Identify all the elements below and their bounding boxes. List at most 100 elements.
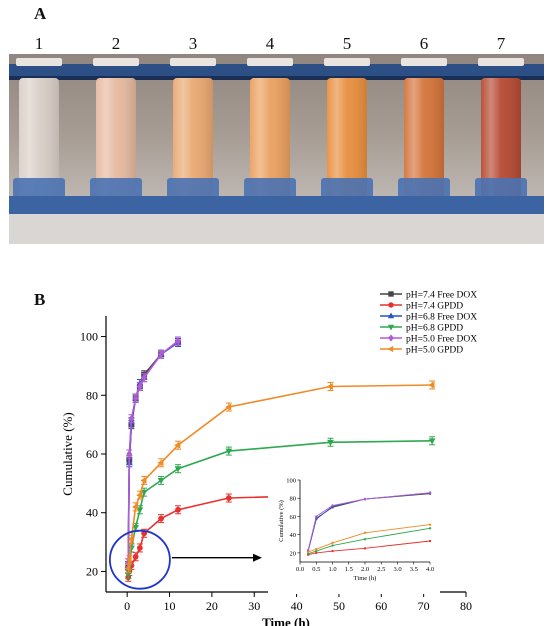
vial [321,58,373,198]
inset-data-point [363,538,367,541]
legend-label: pH=5.0 Free DOX [406,335,477,345]
inset-data-point [306,550,310,554]
vial-glass [327,78,367,198]
zoom-highlight-circle [108,529,171,590]
legend-label: pH=7.4 GPDD [406,302,463,312]
series [124,380,436,574]
vial-cap [170,58,216,66]
inset-data-point [363,497,367,501]
inset-background [268,472,440,594]
data-point [428,381,435,389]
inset-x-tick-label: 1.5 [345,566,353,573]
legend-item: pH=5.0 Free DOX [380,334,477,345]
vial-cap [478,58,524,66]
data-point [225,403,232,411]
data-point [136,507,144,514]
inset-data-point [363,531,367,535]
inset-x-tick-label: 0.0 [296,566,304,573]
vial-glass [250,78,290,198]
y-axis-label: Cumulative (%) [60,412,75,495]
x-tick-label: 20 [206,599,218,613]
inset-x-tick-label: 1.0 [328,566,336,573]
inset-data-point [428,491,432,494]
data-point [225,448,233,455]
inset-x-tick-label: 3.0 [393,566,401,573]
inset-data-point [331,544,334,547]
inset-data-point [306,548,310,552]
x-tick-label: 80 [460,599,472,613]
data-point [126,450,133,458]
panel-label-a: A [34,4,47,23]
y-tick-label: 40 [86,506,98,520]
data-point [141,373,148,382]
inset-data-point [315,515,318,518]
data-point [124,565,131,572]
zoom-arrow-head [253,553,262,562]
inset-x-tick-label: 0.5 [312,566,320,573]
x-tick-label: 50 [333,599,345,613]
vial-glass [481,78,521,198]
vial [13,58,65,198]
data-point [132,525,140,532]
inset-x-axis-label: Time (h) [354,575,377,582]
vial-cap [324,58,370,66]
rack-base [9,214,544,244]
vial-number: 3 [189,34,198,53]
inset-data-point [428,523,432,526]
data-point [136,545,143,551]
rack-hole [321,178,373,198]
vial-cap [93,58,139,66]
data-point [136,382,143,391]
data-point [428,438,436,445]
data-point [125,556,132,564]
x-tick-label: 40 [291,599,303,613]
x-tick-label: 30 [248,599,260,613]
photo-top-band [9,28,544,54]
rack-hole [13,178,65,198]
inset-data-point [331,549,334,553]
x-tick-label: 0 [124,599,130,613]
inset-x-tick-label: 4.0 [426,566,434,573]
inset-data-point [306,552,310,555]
vial [398,58,450,198]
inset-y-axis-label: Cumulative (%) [278,500,285,542]
data-point [225,495,232,501]
vial [90,58,142,198]
inset-x-tick-label: 2.0 [361,566,369,573]
inset-data-point [363,547,367,550]
inset-y-tick-label: 40 [290,532,297,539]
data-point [132,553,139,560]
data-point [136,491,143,499]
inset-series [306,527,432,555]
data-point [131,503,139,511]
vial-number: 5 [343,34,352,53]
legend-label: pH=7.4 Free DOX [406,291,477,301]
panel-label-b: B [34,290,46,309]
data-point [158,350,165,359]
rack-hole [244,178,296,198]
rack-hole [398,178,450,198]
inset-y-tick-label: 100 [286,478,296,485]
y-tick-label: 20 [86,564,98,578]
rack-hole [90,178,142,198]
data-point [327,439,334,446]
vial [475,58,527,198]
vial-glass [173,78,213,198]
legend-label: pH=6.8 GPDD [406,324,463,334]
inset-data-point [428,527,432,530]
inset-data-point [331,504,334,507]
inset-series [306,523,432,554]
vial-glass [96,78,136,198]
vial [167,58,219,198]
data-point [326,383,333,390]
y-tick-label: 100 [80,330,98,344]
rack-hole [475,178,527,198]
data-point [128,414,135,423]
legend-label: pH=5.0 GPDD [406,346,463,356]
vial-glass [404,78,444,198]
x-axis-label: Time (h) [262,615,310,626]
legend-marker [388,302,394,308]
data-point [175,506,181,513]
rack-top-rail [9,64,544,78]
legend-item: pH=7.4 Free DOX [380,291,477,301]
